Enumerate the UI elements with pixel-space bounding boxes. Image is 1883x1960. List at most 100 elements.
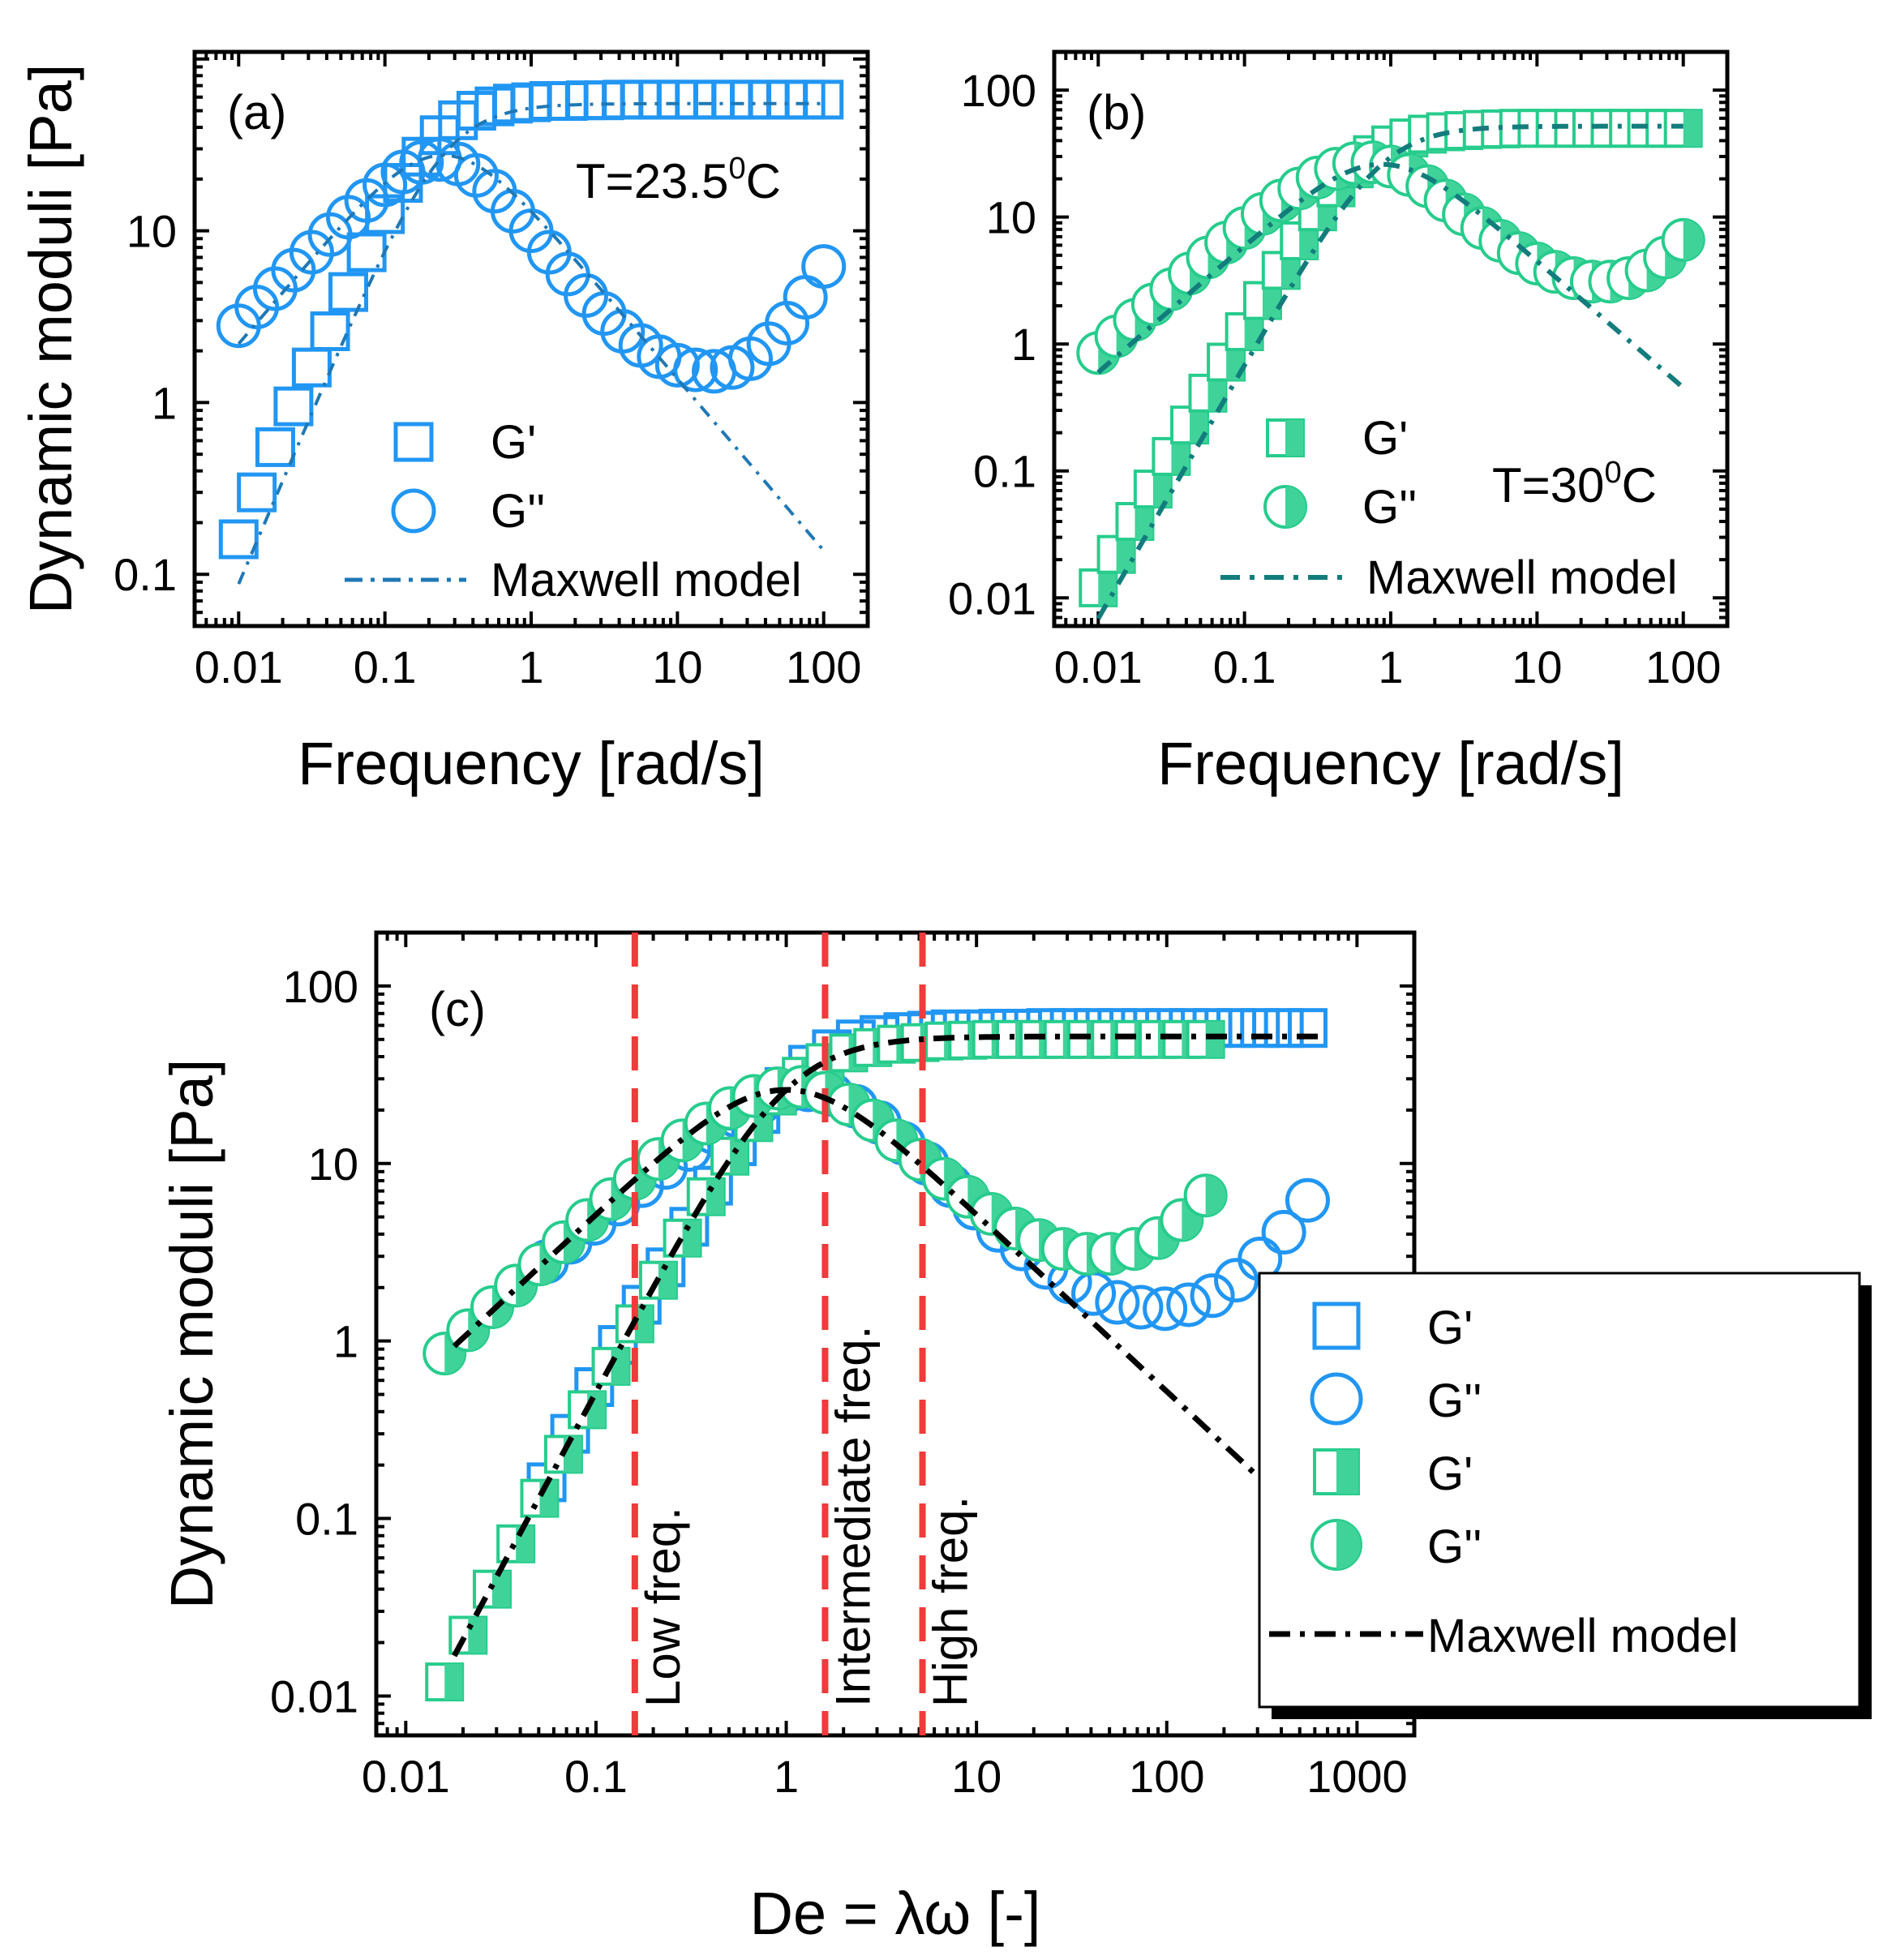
data-point-half-square <box>1313 1448 1360 1495</box>
x-tick-label: 100 <box>786 641 861 693</box>
maxwell-loss-line <box>237 153 826 552</box>
x-tick-label: 1 <box>774 1751 799 1802</box>
data-point-half-square <box>1079 568 1118 607</box>
half-square-fill <box>682 1220 701 1256</box>
y-tick-label: 0.1 <box>114 549 177 600</box>
y-tick-label: 1 <box>152 377 177 428</box>
temperature-sup: 0 <box>1604 456 1621 490</box>
panel-label-b: (b) <box>1087 85 1146 139</box>
y-tick-label: 0.1 <box>295 1494 358 1545</box>
half-square-fill <box>444 1664 463 1701</box>
data-point-circle <box>673 347 718 392</box>
data-point-half-square <box>686 1177 726 1216</box>
data-point-circle <box>1095 1280 1140 1325</box>
data-point-square <box>346 232 387 272</box>
x-tick-label: 0.01 <box>1054 641 1143 693</box>
data-point-square <box>291 347 332 388</box>
data-point-half-square <box>1096 534 1136 574</box>
half-circle-fill <box>1285 487 1306 527</box>
y-tick-label: 10 <box>308 1139 358 1190</box>
legend-label: G'' <box>1427 1375 1482 1427</box>
x-tick-label: 1 <box>1378 641 1403 693</box>
axes-b: 0.01 0.1 1 10 100 0.01 0.1 1 10 100 Frequency [rad… <box>948 49 1730 797</box>
legend-label: G'' <box>1362 481 1417 534</box>
maxwell-loss-line <box>452 1087 1330 1544</box>
y-tick-label: 0.1 <box>973 446 1036 497</box>
legend-label: G' <box>1427 1302 1473 1354</box>
data-point-circle <box>1118 1285 1164 1330</box>
data-point-square <box>1240 1008 1280 1049</box>
legend-label: Maxwell model <box>491 554 802 607</box>
data-point-circle <box>1166 1282 1212 1327</box>
x-tick-label: 1 <box>518 641 543 693</box>
half-square-fill <box>1280 252 1299 289</box>
x-tick-label: 0.1 <box>1213 641 1276 693</box>
plot-area-b <box>1076 109 1705 620</box>
temperature-value: T=30 <box>1492 458 1604 513</box>
y-axis-title: Dynamic moduli [Pa] <box>158 1059 225 1610</box>
temperature-value: T=23.5 <box>576 154 728 208</box>
half-square-fill <box>491 1571 510 1607</box>
data-point-half-circle <box>1263 485 1307 529</box>
x-tick-label: 1000 <box>1306 1751 1408 1802</box>
panel-label-a: (a) <box>227 85 286 139</box>
data-point-half-square <box>1115 502 1155 542</box>
temperature-annotation: T=23.50C <box>576 152 781 208</box>
data-point-circle <box>1261 1210 1306 1255</box>
x-axis-title: De = λω [-] <box>750 1880 1041 1947</box>
maxwell-storage-line <box>452 1033 1328 1658</box>
half-square-fill <box>1116 536 1135 573</box>
data-point-circle <box>399 139 444 185</box>
legend-label: G'' <box>1427 1520 1482 1573</box>
data-point-square <box>393 422 434 462</box>
axes-c: 0.01 0.1 1 10 100 1000 0.01 0.1 1 10 100 De = λω [-… <box>158 930 1417 1947</box>
x-tick-label: 100 <box>1129 1751 1204 1802</box>
half-square-fill <box>1262 282 1280 319</box>
maxwell-loss-line <box>1096 161 1685 390</box>
half-square-fill <box>587 1392 606 1428</box>
half-square-fill <box>468 1617 487 1653</box>
half-square-fill <box>1152 471 1171 508</box>
half-square-fill <box>1285 420 1303 456</box>
half-square-fill <box>730 1138 748 1174</box>
x-tick-label: 0.1 <box>354 641 417 693</box>
data-point-half-square <box>1266 418 1305 457</box>
data-point-half-square <box>543 1435 583 1474</box>
x-tick-label: 0.1 <box>564 1751 628 1802</box>
half-square-fill <box>706 1178 724 1215</box>
data-point-circle <box>1285 1177 1330 1223</box>
legend-label: G' <box>1362 412 1408 465</box>
data-point-half-circle <box>1183 1173 1228 1218</box>
data-point-circle <box>1143 1286 1188 1332</box>
x-tick-label: 10 <box>1512 641 1562 693</box>
data-point-square <box>328 272 369 312</box>
regime-label: Low freq. <box>636 1507 690 1707</box>
x-tick-label: 10 <box>652 641 702 693</box>
legend-label: Maxwell model <box>1427 1610 1739 1662</box>
data-point-square <box>1287 1008 1328 1049</box>
y-tick-label: 10 <box>127 206 177 257</box>
y-tick-label: 100 <box>283 961 358 1012</box>
data-point-half-square <box>1186 1019 1225 1059</box>
data-point-square <box>237 472 277 513</box>
y-tick-label: 0.01 <box>270 1671 358 1722</box>
data-point-circle <box>654 342 700 388</box>
data-point-square <box>1312 1302 1361 1350</box>
data-point-circle <box>1310 1372 1363 1426</box>
y-tick-label: 100 <box>961 65 1036 116</box>
data-point-half-circle <box>1310 1519 1362 1571</box>
half-square-fill <box>611 1348 629 1384</box>
data-point-square <box>273 386 314 427</box>
temperature-sup: 0 <box>728 152 745 186</box>
half-circle-fill <box>1336 1520 1361 1569</box>
data-point-half-square <box>520 1478 560 1518</box>
y-tick-label: 0.01 <box>948 573 1036 624</box>
data-point-circle <box>801 244 847 289</box>
legend-b: G' G'' Maxwell model <box>1220 412 1678 604</box>
legend-a: G' G'' Maxwell model <box>345 416 802 607</box>
x-tick-label: 100 <box>1645 641 1721 693</box>
data-point-half-circle <box>1661 217 1705 262</box>
legend-label: Maxwell model <box>1366 551 1678 604</box>
y-tick-label: 10 <box>986 192 1036 243</box>
